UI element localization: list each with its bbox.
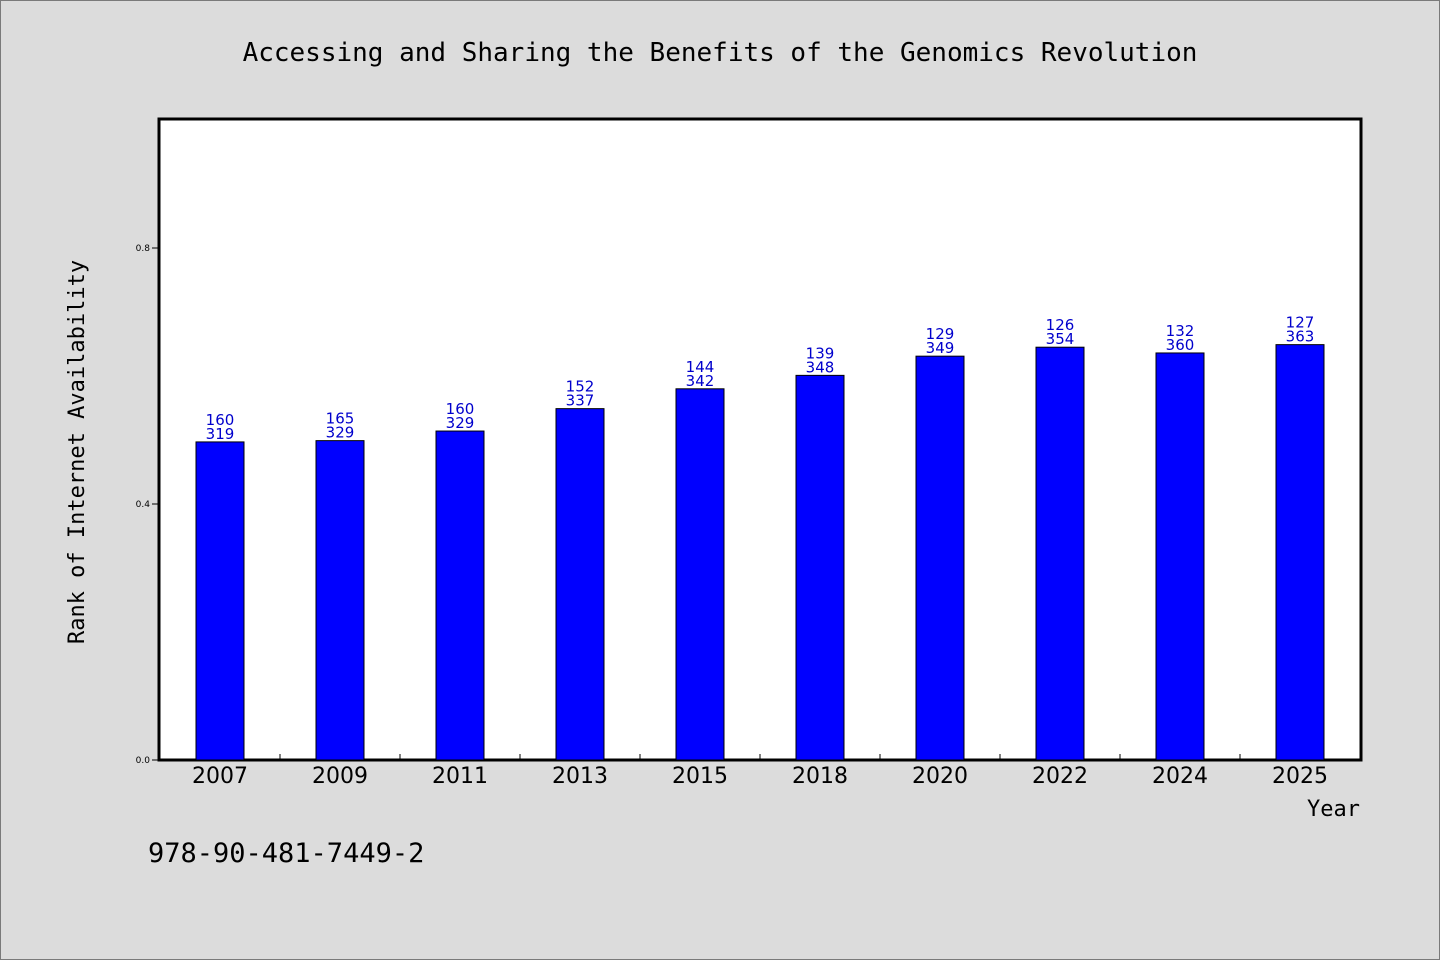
data-label-top-2013: 152 xyxy=(566,378,595,396)
data-label-top-2011: 160 xyxy=(446,400,475,418)
data-label-bottom-2022: 354 xyxy=(1046,330,1075,348)
bar-2011 xyxy=(435,430,485,761)
x-tick-label-2007: 2007 xyxy=(192,764,248,789)
data-label-bottom-2025: 363 xyxy=(1286,328,1315,346)
data-label-top-2024: 132 xyxy=(1166,322,1195,340)
bar-2024 xyxy=(1155,352,1205,761)
data-label-bottom-2024: 360 xyxy=(1166,336,1195,354)
x-tick-label-2018: 2018 xyxy=(792,764,848,789)
bar-2007 xyxy=(195,441,245,761)
y-tick-label-0.4: 0.4 xyxy=(136,500,151,510)
x-tick-label-2020: 2020 xyxy=(912,764,968,789)
data-label-top-2009: 165 xyxy=(326,410,355,428)
x-tick-label-2011: 2011 xyxy=(432,764,488,789)
bar-2009 xyxy=(315,440,365,761)
x-tick-label-2024: 2024 xyxy=(1152,764,1208,789)
x-axis: 2007 2009 2011 2013 2015 2018 2020 2022 2024 2025 xyxy=(192,754,1328,789)
data-label-bottom-2015: 342 xyxy=(686,372,715,390)
y-tick-label-0.8: 0.8 xyxy=(136,244,151,254)
chart-title: Accessing and Sharing the Benefits of th… xyxy=(243,38,1198,68)
bar-2018 xyxy=(795,374,845,761)
data-label-bottom-2013: 337 xyxy=(566,392,595,410)
data-label-top-2022: 126 xyxy=(1046,316,1075,334)
x-tick-label-2022: 2022 xyxy=(1032,764,1088,789)
y-axis-label: Rank of Internet Availability xyxy=(65,260,90,644)
y-axis: 0.0 0.4 0.8 xyxy=(136,244,160,766)
data-label-top-2018: 139 xyxy=(806,344,835,362)
x-tick-label-2015: 2015 xyxy=(672,764,728,789)
data-label-top-2007: 160 xyxy=(206,411,235,429)
y-tick-label-0.0: 0.0 xyxy=(136,756,151,766)
data-label-bottom-2007: 319 xyxy=(206,425,235,443)
bar-2013 xyxy=(555,408,605,761)
data-label-bottom-2020: 349 xyxy=(926,339,955,357)
x-axis-label: Year xyxy=(1307,797,1360,822)
data-label-bottom-2018: 348 xyxy=(806,358,835,376)
data-label-bottom-2011: 329 xyxy=(446,414,475,432)
isbn-label: 978-90-481-7449-2 xyxy=(148,838,424,869)
data-label-top-2025: 127 xyxy=(1286,314,1315,332)
x-tick-label-2025: 2025 xyxy=(1272,764,1328,789)
data-label-bottom-2009: 329 xyxy=(326,424,355,442)
x-tick-label-2009: 2009 xyxy=(312,764,368,789)
data-label-top-2015: 144 xyxy=(686,358,715,376)
x-tick-label-2013: 2013 xyxy=(552,764,608,789)
data-label-top-2020: 129 xyxy=(926,325,955,343)
bar-2015 xyxy=(675,388,725,761)
bar-2020 xyxy=(915,355,965,761)
bar-2022 xyxy=(1035,346,1085,761)
bar-2025 xyxy=(1275,344,1325,761)
